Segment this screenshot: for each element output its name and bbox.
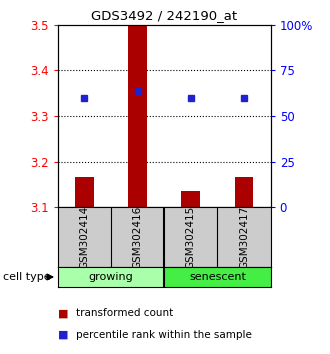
Text: GSM302416: GSM302416 bbox=[133, 206, 143, 269]
Bar bbox=[164, 267, 271, 287]
Bar bbox=[182, 191, 200, 207]
Text: GSM302417: GSM302417 bbox=[239, 206, 249, 269]
Bar bbox=[75, 177, 94, 207]
Text: cell type: cell type bbox=[3, 272, 51, 282]
Text: GSM302414: GSM302414 bbox=[79, 206, 89, 269]
Text: transformed count: transformed count bbox=[76, 308, 173, 318]
Bar bbox=[235, 177, 253, 207]
Text: senescent: senescent bbox=[189, 272, 246, 282]
Text: ■: ■ bbox=[58, 308, 68, 318]
Text: percentile rank within the sample: percentile rank within the sample bbox=[76, 330, 252, 339]
Title: GDS3492 / 242190_at: GDS3492 / 242190_at bbox=[91, 9, 237, 22]
Text: ■: ■ bbox=[58, 330, 68, 339]
Text: growing: growing bbox=[88, 272, 133, 282]
Bar bbox=[58, 267, 164, 287]
Bar bbox=[128, 25, 147, 207]
Text: GSM302415: GSM302415 bbox=[186, 206, 196, 269]
